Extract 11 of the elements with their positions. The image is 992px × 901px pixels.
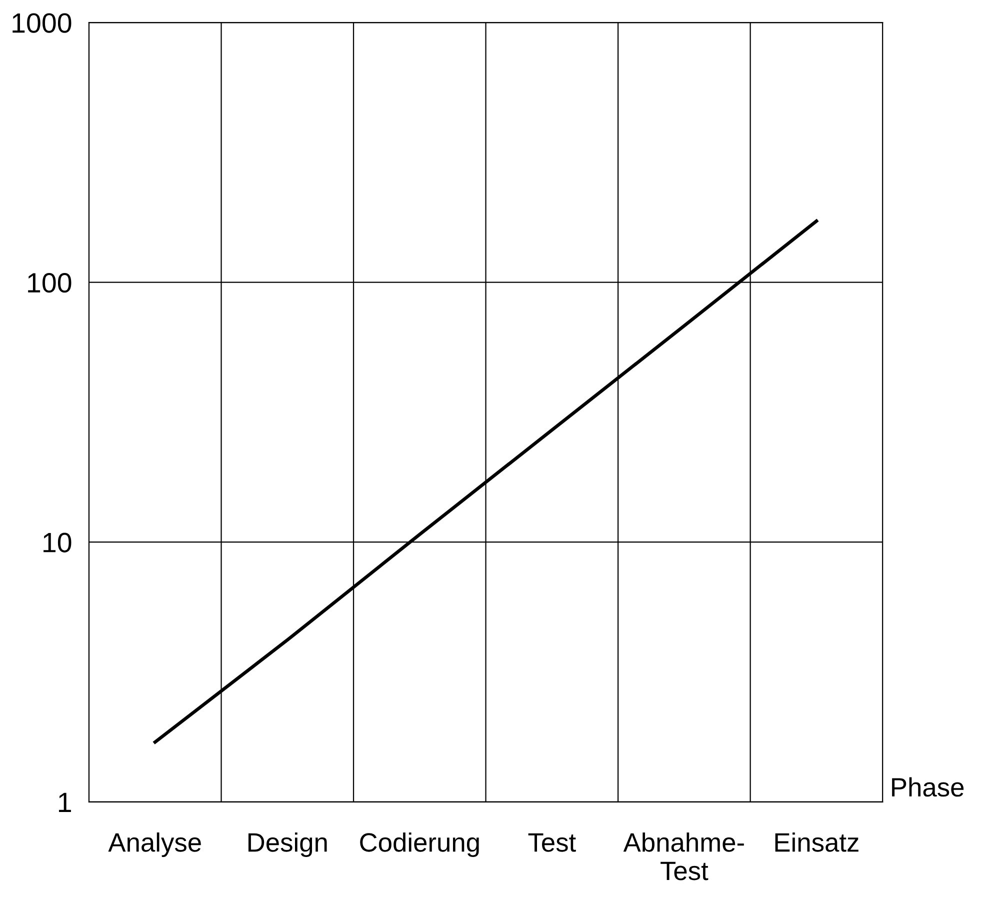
x-tick-label: Analyse: [108, 832, 201, 858]
x-tick-label: Test: [528, 833, 576, 852]
x-axis-title: Phase: [892, 777, 964, 797]
y-tick-label: 100: [28, 272, 72, 293]
y-tick-label: 10: [44, 532, 72, 552]
x-tick-label: Codierung: [360, 832, 479, 858]
y-tick-label: 1000: [12, 13, 72, 33]
y-tick-label: 1: [58, 792, 71, 812]
x-tick-label: Abnahme- Test: [623, 832, 744, 880]
x-tick-label: Einsatz: [775, 832, 858, 852]
x-tick-label: Design: [248, 832, 327, 858]
